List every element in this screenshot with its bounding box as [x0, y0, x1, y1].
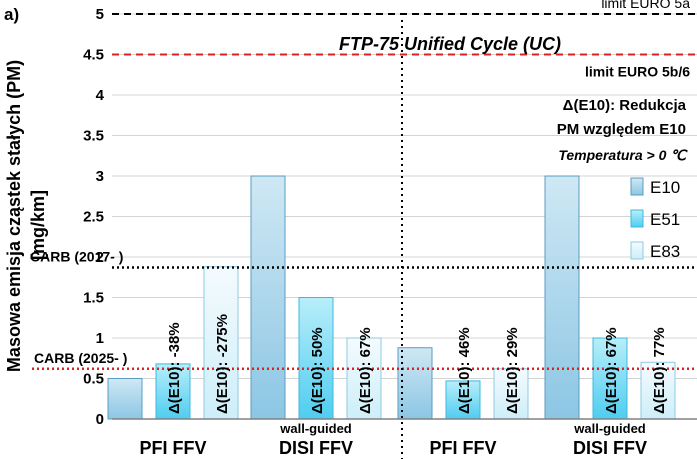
y-tick-label: 2	[96, 249, 104, 266]
annotation-line: PM względem E10	[557, 121, 686, 138]
y-axis-unit: [mg/km]	[28, 190, 48, 260]
y-tick-label: 1.5	[83, 290, 104, 307]
reference-line-label: limit EURO 5b/6	[585, 64, 690, 80]
bar-delta-label: Δ(E10): -38%	[166, 322, 183, 414]
bar-e10	[250, 175, 286, 420]
x-group-sublabel: wall-guided	[573, 421, 646, 436]
legend-label: E10	[650, 178, 680, 197]
y-tick-label: 4	[96, 87, 105, 104]
bar-e10	[107, 378, 143, 420]
y-tick-label: 0.5	[83, 371, 104, 388]
y-tick-label: 1	[96, 330, 104, 347]
legend-swatch-e51	[630, 209, 644, 228]
axes	[112, 20, 697, 459]
panel-label: a)	[4, 5, 19, 24]
x-group-sublabel: wall-guided	[279, 421, 352, 436]
reference-line-label: CARB (2017- )	[30, 249, 123, 265]
bar-e83	[640, 361, 676, 420]
legend-swatch-e83	[630, 241, 644, 260]
bar-delta-label: Δ(E10): 46%	[456, 327, 473, 414]
annotation-line: Temperatura > 0 ℃	[558, 147, 688, 163]
y-tick-label: 3	[96, 168, 104, 185]
reference-lines	[32, 13, 697, 371]
y-tick-label: 0	[96, 411, 104, 428]
y-tick-label: 3.5	[83, 128, 104, 145]
bar-delta-label: Δ(E10): 77%	[651, 327, 668, 414]
labels: 0 0.5 1 1.5 2 2.5 3 3.5 4 4.5 5 Δ(E10): -38% Δ(E10):…	[4, 0, 690, 458]
legend-swatch-e10	[630, 177, 644, 196]
chart-title: FTP-75 Unified Cycle (UC)	[339, 34, 561, 54]
x-group-label: DISI FFV	[279, 438, 353, 458]
y-tick-label: 2.5	[83, 209, 104, 226]
bar-e83	[493, 368, 529, 420]
bar-delta-label: Δ(E10): 67%	[357, 327, 374, 414]
reference-line-label: CARB (2025- )	[34, 350, 127, 366]
bar-e10	[397, 347, 433, 420]
bar-delta-label: Δ(E10): 29%	[504, 327, 521, 414]
bar-e51	[155, 363, 191, 420]
reference-line-label: limit EURO 5a	[601, 0, 690, 11]
y-tick-label: 5	[96, 6, 104, 23]
bar-delta-label: Δ(E10): -275%	[214, 314, 231, 414]
bar-e51	[298, 297, 334, 420]
legend-label: E83	[650, 242, 680, 261]
x-group-label: PFI FFV	[140, 438, 207, 458]
x-group-label: PFI FFV	[430, 438, 497, 458]
annotation-line: Δ(E10): Redukcja	[563, 97, 687, 114]
bar-e83	[346, 337, 382, 420]
x-group-label: DISI FFV	[573, 438, 647, 458]
bar-e10	[544, 175, 580, 420]
y-tick-label: 4.5	[83, 47, 104, 64]
legend-label: E51	[650, 210, 680, 229]
y-axis-title: Masowa emisja cząstek stałych (PM)	[4, 60, 24, 372]
bar-delta-label: Δ(E10): 50%	[309, 327, 326, 414]
bar-delta-label: Δ(E10): 67%	[603, 327, 620, 414]
